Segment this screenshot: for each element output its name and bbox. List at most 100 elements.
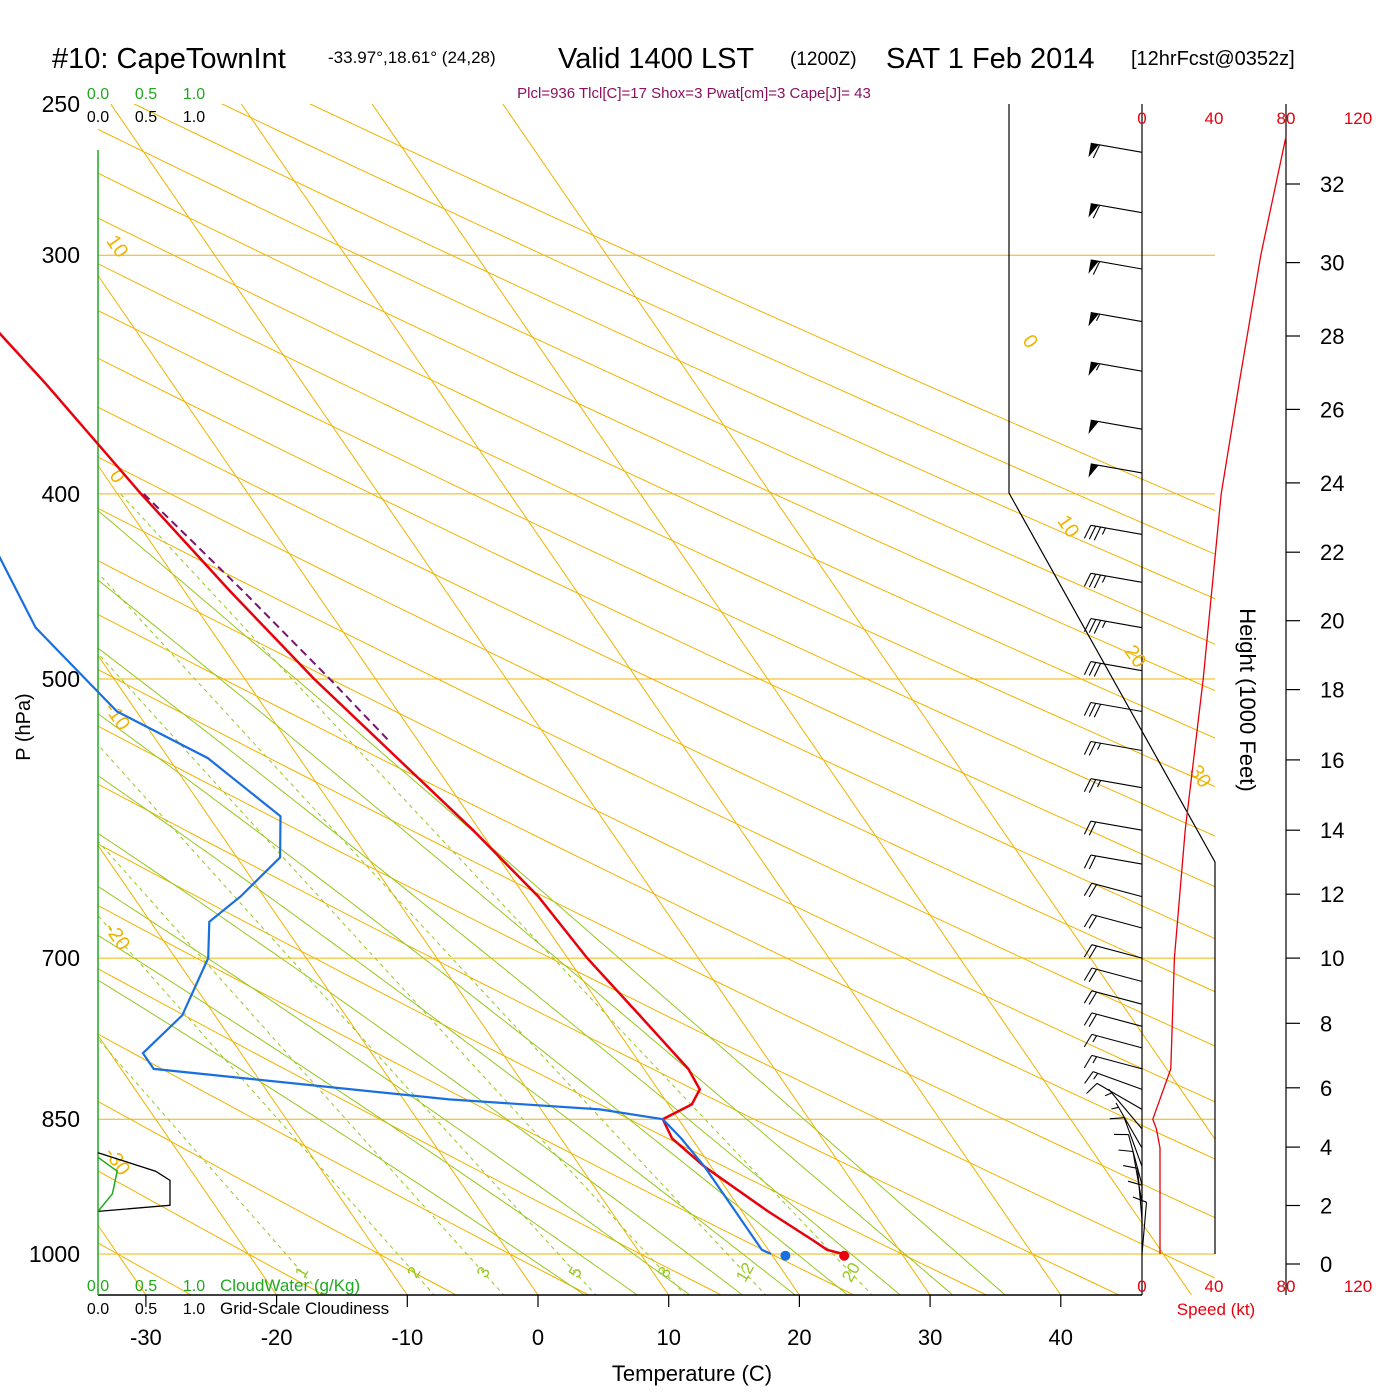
wind-barb	[1088, 259, 1143, 275]
barb-full	[1083, 820, 1092, 835]
forecast-info: [12hrFcst@0352z]	[1131, 48, 1295, 70]
barb-full	[1132, 1196, 1147, 1203]
barb-half	[1096, 363, 1101, 371]
x-tick-label: -10	[391, 1325, 423, 1350]
dry-adiabat-line	[309, 104, 1215, 511]
barb-flag	[1088, 362, 1099, 376]
right-frame	[1008, 104, 1216, 1254]
speed-axis-title: Speed (kt)	[1177, 1300, 1255, 1319]
barb-full	[1123, 1165, 1138, 1169]
speed-tick-label: 40	[1205, 109, 1224, 128]
barb-full	[1093, 526, 1102, 541]
surface-temperature-dot	[839, 1250, 850, 1261]
x-tick-label: -30	[130, 1325, 162, 1350]
x-axis-title: Temperature (C)	[612, 1361, 772, 1386]
barb-staff	[1090, 572, 1143, 583]
height-tick-label: 20	[1320, 609, 1344, 634]
barb-full	[1088, 662, 1097, 676]
speed-tick-label: 40	[1205, 1277, 1224, 1296]
station-title: #10: CapeTownInt	[52, 43, 286, 75]
wind-barb	[1083, 882, 1143, 898]
wind-barb	[1088, 142, 1143, 159]
barb-flag	[1088, 420, 1099, 434]
wind-barb	[1088, 312, 1143, 327]
wind-barb	[1088, 361, 1143, 376]
barb-full	[1083, 778, 1092, 793]
speed-tick-label: 80	[1277, 1277, 1296, 1296]
barb-staff	[1091, 990, 1143, 1005]
wind-barb	[1127, 1180, 1143, 1238]
barb-full	[1088, 742, 1097, 756]
moist-adiabat-line	[98, 579, 954, 1295]
cloudiness-tick-label: 0.0	[87, 1301, 109, 1318]
barb-full	[1083, 944, 1093, 958]
barb-full	[1088, 525, 1097, 540]
barb-staff	[1090, 854, 1143, 865]
barb-staff	[1091, 1012, 1143, 1027]
wind-barb	[1083, 701, 1143, 718]
barb-full	[1083, 882, 1093, 896]
dry-adiabat-line	[98, 217, 1215, 739]
barb-full	[1088, 884, 1098, 898]
mixing-ratio-lines	[98, 493, 873, 1295]
wind-barb	[1111, 1102, 1143, 1149]
barb-full	[1088, 915, 1098, 929]
mixing-ratio-line	[98, 914, 435, 1295]
isobar-lines	[98, 254, 1215, 1255]
wind-barb	[1113, 1133, 1143, 1185]
moist-adiabat-lines	[98, 510, 1006, 1295]
isotherm-line	[371, 104, 1192, 1295]
height-tick-label: 32	[1320, 172, 1344, 197]
barb-full	[1086, 1083, 1098, 1094]
speed-tick-label: 120	[1344, 1277, 1372, 1296]
wind-barb	[1083, 913, 1143, 929]
barb-full	[1088, 855, 1097, 870]
barb-full	[1083, 661, 1092, 675]
isotherm-line	[98, 274, 800, 1295]
dry-adiabat-line	[98, 560, 1215, 1103]
barb-full	[1083, 1012, 1093, 1026]
mixing-ratio-line	[98, 840, 505, 1295]
wind-barb	[1123, 1165, 1143, 1221]
barb-full	[1093, 574, 1102, 589]
wind-barb	[1083, 572, 1143, 589]
barb-full	[1092, 204, 1101, 219]
cloud-water-tick-label: 0.0	[87, 86, 109, 103]
barb-staff	[1141, 1202, 1148, 1255]
barb-half	[1097, 780, 1102, 788]
barb-full	[1083, 1055, 1093, 1069]
dry-adiabat-line	[133, 104, 1215, 600]
barb-half	[1097, 742, 1102, 750]
dry-adiabat-line	[98, 904, 855, 1295]
cloud-water-tick-label: 0.0	[87, 1278, 109, 1295]
barb-full	[1083, 854, 1092, 869]
barb-full	[1092, 144, 1101, 159]
barb-half	[1101, 575, 1107, 583]
moist-adiabat-line	[98, 713, 849, 1295]
height-tick-label: 18	[1320, 678, 1344, 703]
isotherm-line	[110, 104, 931, 1295]
wind-barb	[1083, 740, 1143, 756]
pressure-tick-label: 700	[42, 945, 80, 971]
cloudiness-title: Grid-Scale Cloudiness	[220, 1299, 389, 1318]
wind-barb	[1083, 820, 1143, 836]
mixing-ratio-line	[98, 572, 767, 1295]
mixing-ratio-label: 20	[838, 1259, 864, 1285]
wind-barb	[1083, 1012, 1143, 1027]
isotherm-line	[98, 654, 539, 1295]
dry-adiabat-line	[98, 357, 1215, 888]
isotherm-label: 10	[102, 231, 133, 262]
wind-barb	[1088, 203, 1143, 219]
barb-staff	[1091, 913, 1143, 929]
barb-staff	[1092, 1071, 1143, 1090]
barb-staff	[1127, 1134, 1143, 1185]
moist-adiabat-line	[98, 934, 639, 1295]
barb-staff	[1090, 463, 1143, 474]
cloudiness-tick-label: 0.5	[135, 109, 157, 126]
barb-flag	[1088, 463, 1099, 478]
barb-half	[1104, 1092, 1113, 1097]
cloud-water-tick-label: 0.5	[135, 86, 157, 103]
wind-barb	[1132, 1196, 1148, 1255]
wind-barb	[1083, 944, 1143, 959]
isotherm-line	[98, 464, 670, 1295]
